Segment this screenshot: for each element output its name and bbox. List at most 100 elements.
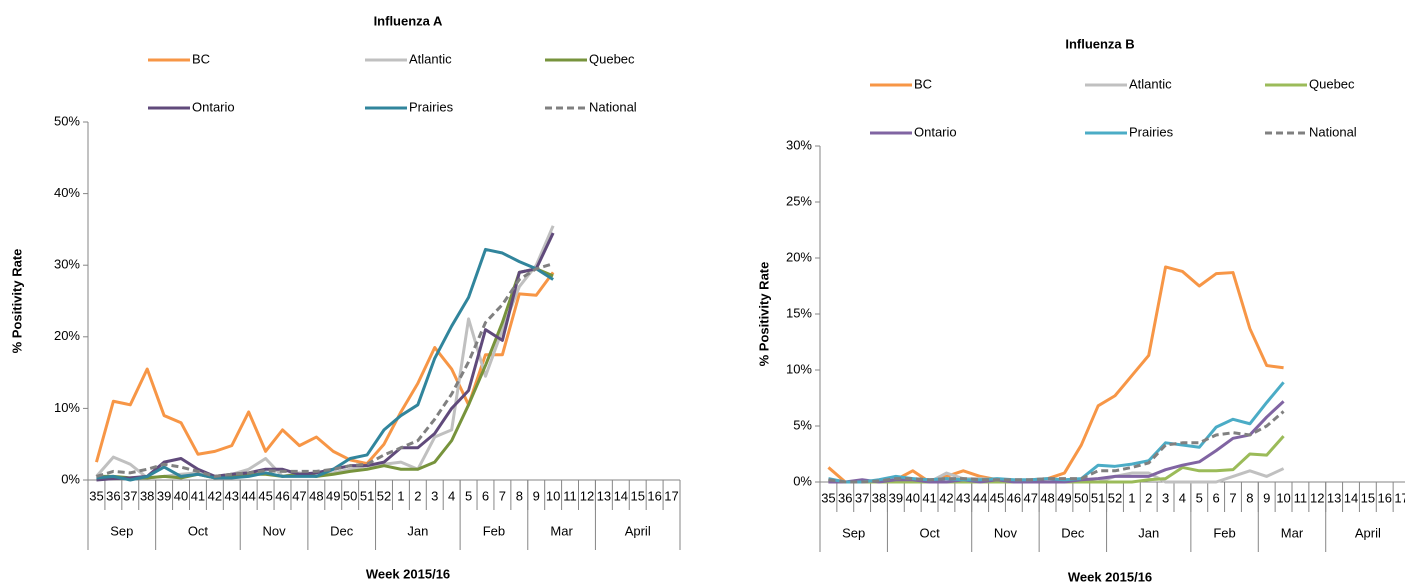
x-tick-label: 46 <box>1007 490 1021 505</box>
x-tick-label: 44 <box>973 490 987 505</box>
x-tick-label: 38 <box>872 490 886 505</box>
legend-label: BC <box>192 51 210 66</box>
series-line <box>95 225 555 480</box>
x-tick-label: 37 <box>123 488 137 503</box>
y-tick-label: 30% <box>54 257 80 272</box>
legend-label: National <box>1309 124 1357 139</box>
x-tick-label: 6 <box>482 488 489 503</box>
x-tick-label: 14 <box>1344 490 1358 505</box>
y-tick-label: 5% <box>793 417 812 432</box>
x-tick-label: 40 <box>174 488 188 503</box>
x-tick-label: 16 <box>647 488 661 503</box>
x-tick-label: 5 <box>1196 490 1203 505</box>
x-tick-label: 52 <box>1108 490 1122 505</box>
x-tick-label: 48 <box>1040 490 1054 505</box>
x-tick-label: 4 <box>1179 490 1186 505</box>
x-tick-label: 11 <box>1294 490 1308 505</box>
y-tick-label: 20% <box>786 249 812 264</box>
month-label: Oct <box>919 525 940 540</box>
legend-label: National <box>589 99 637 114</box>
x-tick-label: 7 <box>499 488 506 503</box>
x-tick-label: 36 <box>106 488 120 503</box>
x-tick-label: 35 <box>821 490 835 505</box>
series-line <box>828 381 1285 484</box>
x-tick-label: 44 <box>241 488 255 503</box>
x-tick-label: 1 <box>1128 490 1135 505</box>
x-tick-label: 47 <box>292 488 306 503</box>
month-label: Sep <box>842 525 865 540</box>
x-tick-label: 15 <box>630 488 644 503</box>
series-line <box>96 262 554 478</box>
x-tick-label: 1 <box>397 488 404 503</box>
month-label: Feb <box>483 523 505 538</box>
x-tick-label: 10 <box>546 488 560 503</box>
month-label: Jan <box>407 523 428 538</box>
month-label: Feb <box>1213 525 1235 540</box>
month-label: April <box>1355 525 1381 540</box>
x-tick-label: 43 <box>225 488 239 503</box>
x-tick-label: 43 <box>956 490 970 505</box>
x-tick-label: 46 <box>275 488 289 503</box>
legend-label: Atlantic <box>409 51 452 66</box>
month-label: Dec <box>1061 525 1085 540</box>
x-tick-label: 51 <box>1091 490 1105 505</box>
x-tick-label: 17 <box>1394 490 1405 505</box>
x-tick-label: 37 <box>855 490 869 505</box>
x-tick-label: 39 <box>157 488 171 503</box>
y-axis-label: % Positivity Rate <box>9 249 24 354</box>
month-label: April <box>625 523 651 538</box>
legend-label: BC <box>914 76 932 91</box>
x-tick-label: 13 <box>1327 490 1341 505</box>
month-label: Sep <box>110 523 133 538</box>
month-label: Oct <box>188 523 209 538</box>
legend-label: Prairies <box>409 99 454 114</box>
x-tick-label: 49 <box>1057 490 1071 505</box>
x-tick-label: 8 <box>1246 490 1253 505</box>
x-tick-label: 49 <box>326 488 340 503</box>
legend-label: Atlantic <box>1129 76 1172 91</box>
x-tick-label: 40 <box>905 490 919 505</box>
x-tick-label: 3 <box>1162 490 1169 505</box>
series-line <box>96 247 554 482</box>
x-tick-label: 39 <box>889 490 903 505</box>
month-label: Dec <box>330 523 354 538</box>
x-tick-label: 9 <box>533 488 540 503</box>
series-line <box>96 267 554 480</box>
month-label: Mar <box>1281 525 1304 540</box>
month-label: Nov <box>262 523 286 538</box>
chart-title: Influenza B <box>1065 36 1134 51</box>
x-tick-label: 8 <box>516 488 523 503</box>
x-tick-label: 36 <box>838 490 852 505</box>
series-line <box>828 400 1285 484</box>
series-line <box>828 410 1285 484</box>
x-tick-label: 47 <box>1023 490 1037 505</box>
x-tick-label: 2 <box>414 488 421 503</box>
month-label: Nov <box>994 525 1018 540</box>
legend-label: Quebec <box>1309 76 1355 91</box>
x-tick-label: 15 <box>1361 490 1375 505</box>
x-axis-label: Week 2015/16 <box>366 566 450 581</box>
y-tick-label: 20% <box>54 328 80 343</box>
x-tick-label: 5 <box>465 488 472 503</box>
legend-label: Ontario <box>192 99 235 114</box>
y-tick-label: 10% <box>786 361 812 376</box>
x-tick-label: 9 <box>1263 490 1270 505</box>
chart-title: Influenza A <box>374 13 443 28</box>
x-tick-label: 7 <box>1229 490 1236 505</box>
x-tick-label: 14 <box>614 488 628 503</box>
y-tick-label: 0% <box>61 471 80 486</box>
y-tick-label: 25% <box>786 193 812 208</box>
series-line <box>827 265 1284 484</box>
y-tick-label: 30% <box>786 137 812 152</box>
x-tick-label: 42 <box>939 490 953 505</box>
series-line <box>95 271 555 466</box>
x-axis-label: Week 2015/16 <box>1068 569 1152 584</box>
x-tick-label: 35 <box>89 488 103 503</box>
x-tick-label: 45 <box>258 488 272 503</box>
y-tick-label: 10% <box>54 400 80 415</box>
x-tick-label: 10 <box>1276 490 1290 505</box>
legend-label: Prairies <box>1129 124 1174 139</box>
x-tick-label: 12 <box>1310 490 1324 505</box>
x-tick-label: 45 <box>990 490 1004 505</box>
